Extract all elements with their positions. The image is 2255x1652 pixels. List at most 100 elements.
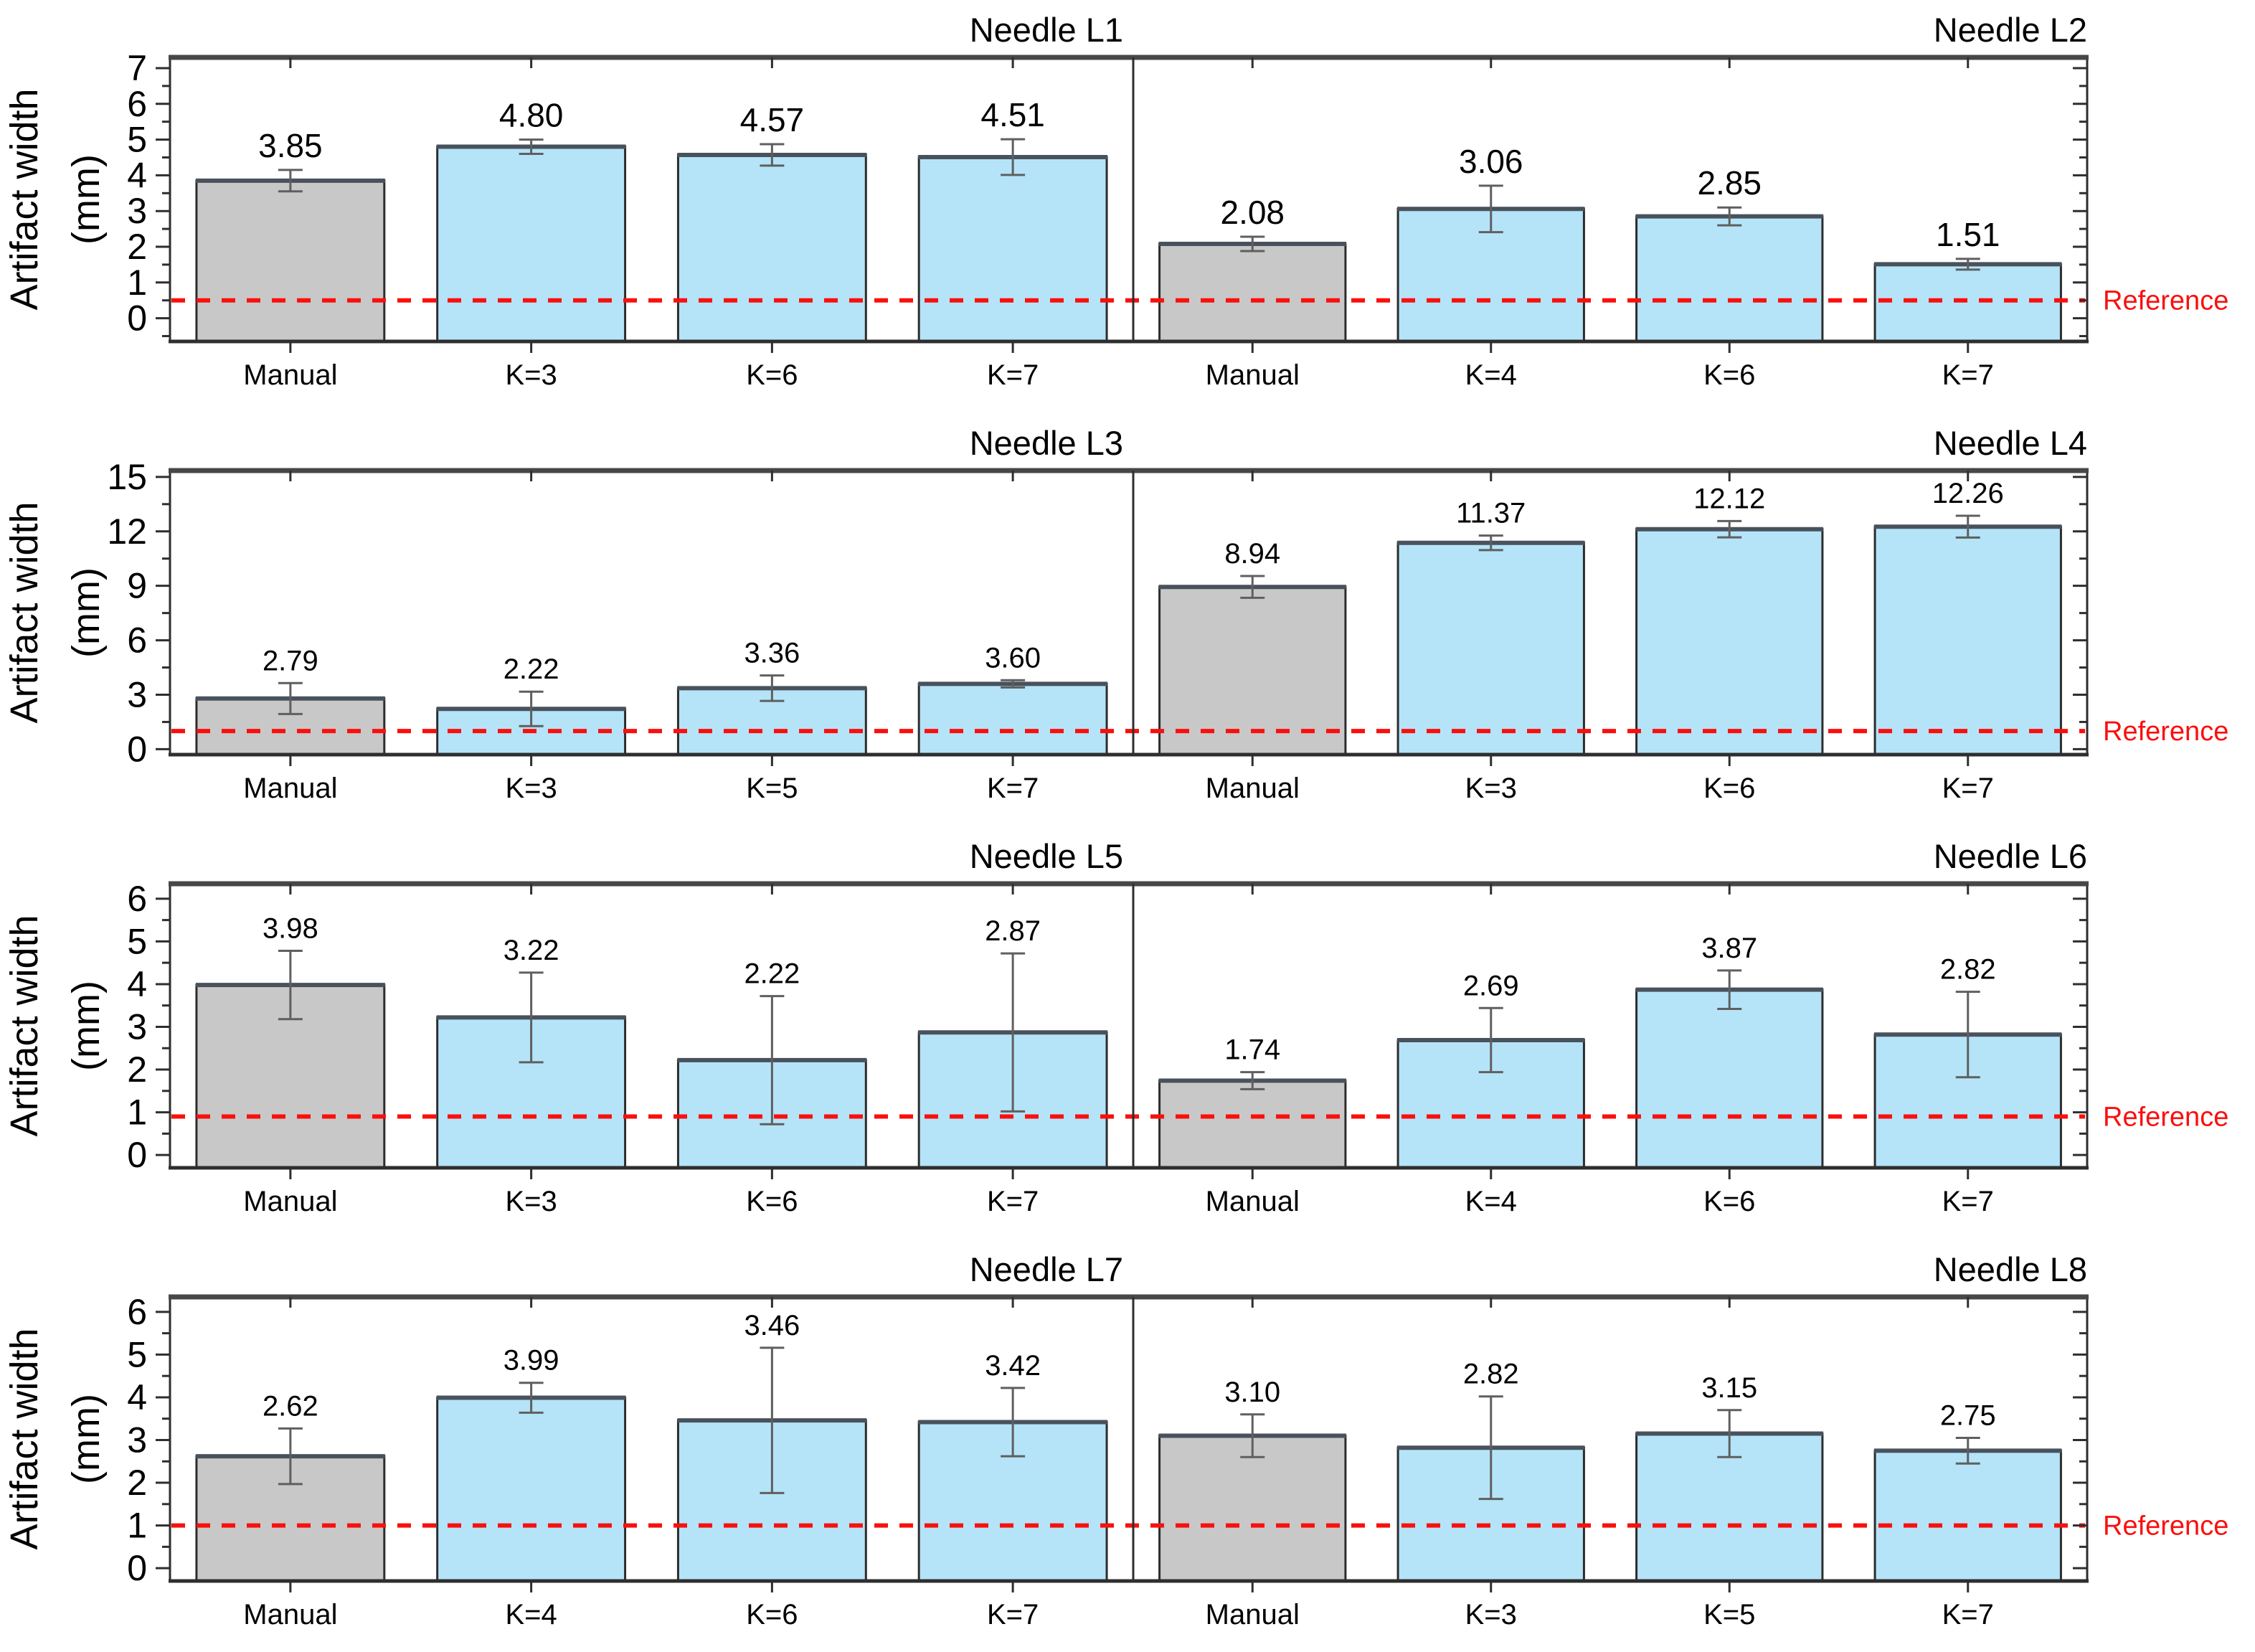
- category-label: K=6: [1703, 773, 1755, 804]
- bar-needle-l8-K=7: [1873, 1449, 2062, 1582]
- bar-value-label: 3.42: [985, 1350, 1041, 1382]
- category-label: K=4: [505, 1599, 557, 1630]
- bar-value-label: 3.87: [1701, 933, 1757, 964]
- y-tick-label: 6: [127, 1292, 147, 1332]
- panel-title: Needle L8: [1934, 1250, 2087, 1288]
- category-label: K=3: [505, 773, 557, 804]
- bar-value-label: 3.99: [504, 1345, 559, 1377]
- y-tick-label: 3: [127, 674, 147, 714]
- bar-value-label: 3.15: [1701, 1372, 1757, 1404]
- chart-row-3: 3.98 3.22 2.22 2.87 1.74 2.69 3.87 2.82 Referenc…: [3, 837, 2228, 1217]
- category-label: K=6: [746, 359, 798, 391]
- y-tick-label: 7: [127, 48, 147, 88]
- bar-value-label: 2.69: [1463, 970, 1519, 1001]
- bar-value-label: 3.36: [744, 638, 800, 669]
- panel-title: Needle L5: [970, 837, 1123, 875]
- y-axis-label-line1: Artifact width: [3, 915, 46, 1136]
- panel-title: Needle L3: [970, 424, 1123, 462]
- category-label: K=6: [1703, 1186, 1755, 1217]
- category-label: Manual: [1206, 773, 1300, 804]
- category-label: Manual: [243, 1599, 337, 1630]
- y-tick-label: 0: [127, 298, 147, 339]
- bar-needle-l2-K=7: [1873, 263, 2062, 343]
- bar-value-label: 11.37: [1456, 498, 1526, 529]
- bar-value-label: 3.46: [744, 1310, 800, 1341]
- reference-label: Reference: [2103, 1103, 2228, 1133]
- y-tick-label: 3: [127, 1006, 147, 1047]
- bar-value-label: 2.75: [1940, 1400, 1996, 1432]
- y-axis-label-line2: (mm): [65, 567, 108, 658]
- bar-value-label: 1.51: [1936, 216, 2000, 253]
- category-label: Manual: [243, 359, 337, 391]
- bar-value-label: 2.08: [1220, 194, 1285, 231]
- bar-value-label: 2.82: [1463, 1359, 1519, 1390]
- y-tick-label: 4: [127, 964, 147, 1004]
- bar-value-label: 12.12: [1693, 483, 1765, 514]
- category-label: K=4: [1465, 359, 1517, 391]
- bar-value-label: 4.80: [499, 97, 564, 134]
- category-label: K=7: [1942, 1186, 1994, 1217]
- y-tick-label: 0: [127, 1135, 147, 1175]
- bar-value-label: 3.85: [258, 127, 323, 164]
- category-label: K=7: [1942, 1599, 1994, 1630]
- bar-needle-l1-K=6: [676, 154, 867, 343]
- category-label: Manual: [1206, 1599, 1300, 1630]
- y-tick-label: 1: [127, 1092, 147, 1133]
- category-label: K=3: [505, 1186, 557, 1217]
- category-label: Manual: [1206, 1186, 1300, 1217]
- bar-needle-l6-Manual: [1158, 1080, 1347, 1169]
- panel-title: Needle L7: [970, 1250, 1123, 1288]
- category-label: K=7: [987, 359, 1039, 391]
- bar-value-label: 3.10: [1224, 1377, 1280, 1408]
- category-label: K=6: [1703, 359, 1755, 391]
- y-tick-label: 6: [127, 84, 147, 124]
- category-label: K=7: [987, 1186, 1039, 1217]
- bar-needle-l2-K=6: [1635, 215, 1824, 343]
- category-label: Manual: [1206, 359, 1300, 391]
- bar-value-label: 4.57: [740, 101, 805, 138]
- y-tick-label: 6: [127, 620, 147, 661]
- bar-value-label: 2.85: [1697, 164, 1762, 202]
- y-tick-label: 6: [127, 879, 147, 919]
- y-tick-label: 12: [107, 511, 147, 552]
- category-label: K=6: [746, 1186, 798, 1217]
- panel-title: Needle L1: [970, 11, 1123, 49]
- y-tick-label: 0: [127, 729, 147, 769]
- category-label: K=3: [1465, 773, 1517, 804]
- category-label: K=6: [746, 1599, 798, 1630]
- bar-value-label: 2.22: [504, 653, 559, 685]
- category-label: K=3: [505, 359, 557, 391]
- y-axis-label-line1: Artifact width: [3, 88, 46, 310]
- bar-value-label: 12.26: [1932, 478, 2004, 509]
- bar-value-label: 2.22: [744, 958, 800, 990]
- bar-value-label: 2.79: [263, 645, 318, 676]
- category-label: K=7: [1942, 773, 1994, 804]
- panel-title: Needle L4: [1934, 424, 2087, 462]
- chart-row-4: 2.62 3.99 3.46 3.42 3.10 2.82 3.15 2.75 Referenc…: [3, 1250, 2228, 1630]
- y-tick-label: 1: [127, 263, 147, 303]
- category-label: K=7: [987, 773, 1039, 804]
- y-tick-label: 3: [127, 191, 147, 231]
- bar-needle-l6-K=6: [1635, 988, 1824, 1169]
- y-tick-label: 9: [127, 566, 147, 606]
- bar-value-label: 3.98: [263, 912, 318, 944]
- bar-value-label: 2.62: [263, 1390, 318, 1422]
- reference-label: Reference: [2103, 286, 2228, 316]
- category-label: K=7: [987, 1599, 1039, 1630]
- bar-value-label: 2.82: [1940, 954, 1996, 986]
- bar-value-label: 1.74: [1224, 1034, 1280, 1066]
- y-tick-label: 2: [127, 1049, 147, 1090]
- category-label: K=3: [1465, 1599, 1517, 1630]
- y-tick-label: 5: [127, 1334, 147, 1374]
- y-axis-label-line2: (mm): [65, 1394, 108, 1484]
- y-tick-label: 4: [127, 155, 147, 195]
- bar-needle-l4-K=7: [1873, 525, 2062, 756]
- bar-needle-l1-K=3: [436, 146, 627, 343]
- bar-value-label: 3.06: [1459, 143, 1523, 180]
- panel-title: Needle L2: [1934, 11, 2087, 49]
- category-label: K=5: [746, 773, 798, 804]
- bar-value-label: 4.51: [980, 96, 1045, 133]
- category-label: Manual: [243, 773, 337, 804]
- bar-needle-l8-Manual: [1158, 1435, 1347, 1582]
